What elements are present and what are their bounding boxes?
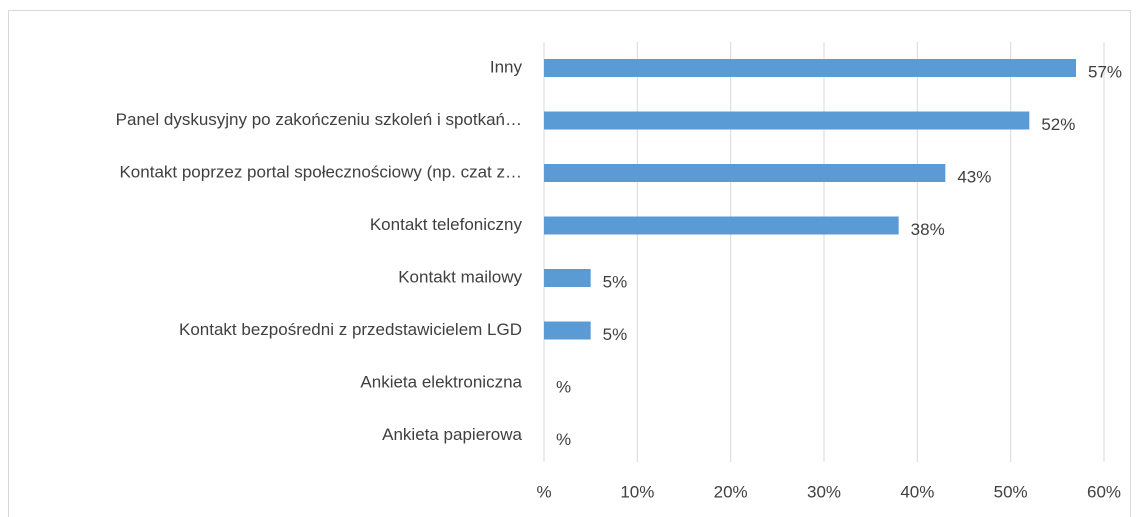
x-tick-label: 10% bbox=[620, 482, 654, 501]
data-label: 5% bbox=[603, 325, 628, 344]
y-tick-label: Kontakt mailowy bbox=[398, 267, 522, 286]
data-label: 5% bbox=[603, 272, 628, 291]
data-label: 57% bbox=[1088, 62, 1122, 81]
x-tick-label: % bbox=[536, 482, 551, 501]
bar bbox=[544, 216, 899, 235]
data-label: % bbox=[556, 377, 571, 396]
data-label: 43% bbox=[957, 167, 991, 186]
bar bbox=[544, 111, 1030, 130]
x-tick-label: 30% bbox=[807, 482, 841, 501]
x-tick-label: 50% bbox=[994, 482, 1028, 501]
x-tick-label: 60% bbox=[1087, 482, 1121, 501]
x-tick-label: 40% bbox=[900, 482, 934, 501]
bar bbox=[544, 321, 591, 340]
y-tick-label: Kontakt telefoniczny bbox=[370, 215, 523, 234]
y-tick-label: Ankieta elektroniczna bbox=[360, 372, 522, 391]
y-tick-label: Panel dyskusyjny po zakończeniu szkoleń … bbox=[116, 110, 522, 129]
data-label: 38% bbox=[911, 220, 945, 239]
bar bbox=[544, 269, 591, 287]
y-tick-label: Inny bbox=[490, 57, 523, 76]
y-tick-label: Kontakt bezpośredni z przedstawicielem L… bbox=[179, 320, 522, 339]
bar bbox=[544, 164, 946, 182]
data-label: % bbox=[556, 430, 571, 449]
chart-frame bbox=[8, 10, 1131, 517]
bar bbox=[544, 59, 1076, 77]
y-tick-label: Kontakt poprzez portal społecznościowy (… bbox=[119, 162, 522, 181]
y-tick-label: Ankieta papierowa bbox=[382, 425, 522, 444]
data-label: 52% bbox=[1041, 115, 1075, 134]
x-tick-label: 20% bbox=[714, 482, 748, 501]
